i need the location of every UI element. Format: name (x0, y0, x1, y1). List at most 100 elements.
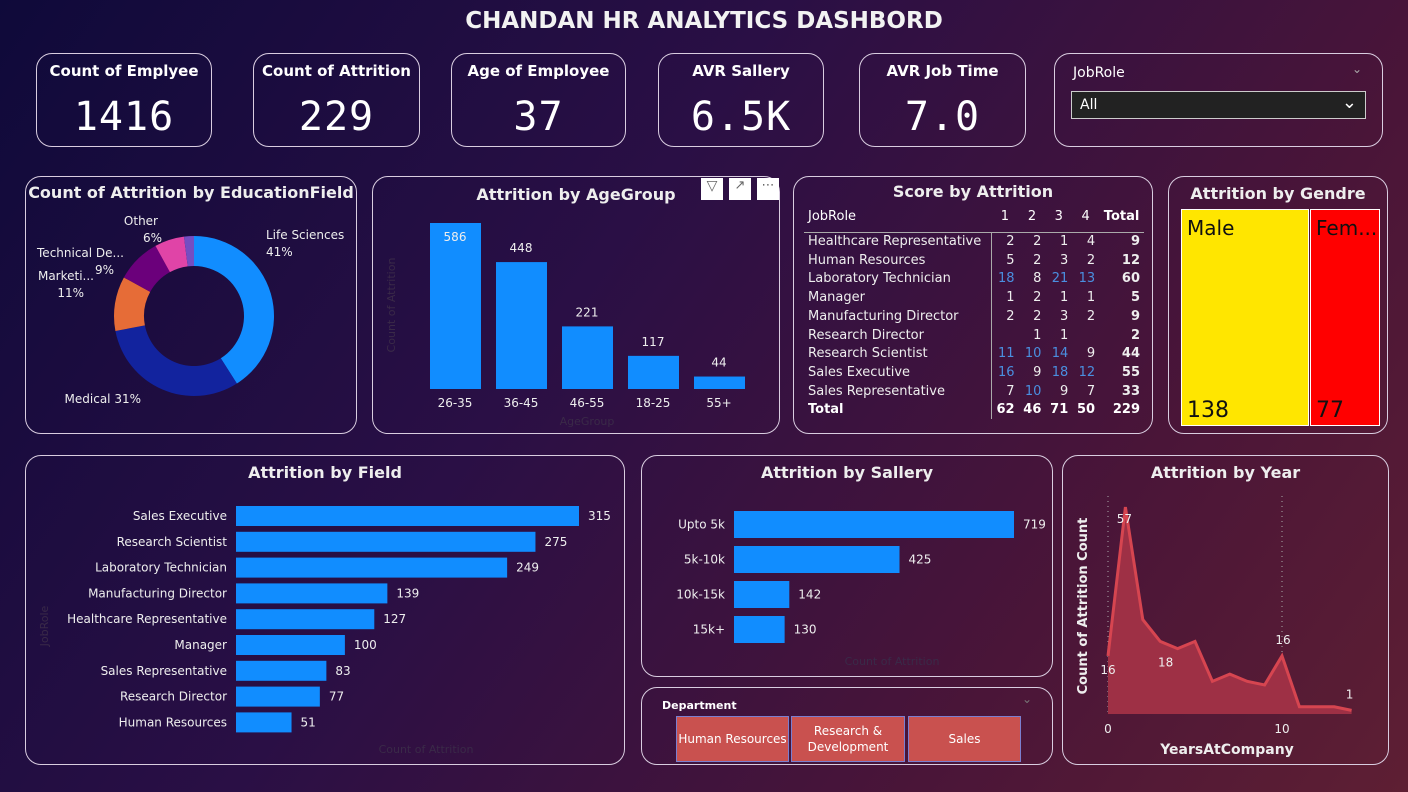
kpi-label: AVR Sallery (692, 62, 790, 80)
table-cell: 2 (1033, 308, 1042, 324)
table-cell: 21 (1051, 271, 1069, 287)
column-header: JobRole (804, 207, 992, 233)
donut-slice[interactable] (183, 236, 194, 267)
table-cell: 2 (1086, 308, 1096, 324)
donut-slice[interactable] (115, 325, 237, 396)
bar[interactable] (562, 326, 613, 389)
department-slicer-label: Department (662, 699, 737, 712)
more-options-icon[interactable]: ⋯ (757, 178, 779, 200)
table-row[interactable]: Sales Representative 7 10 9 7 33 (804, 382, 1144, 402)
table-cell: 1 (1059, 234, 1069, 249)
donut-slice[interactable] (123, 245, 170, 292)
total-cell: 46 (1023, 402, 1042, 418)
salary-bar-chart: Attrition by Sallery Upto 5k 719 5k-10k 425… (641, 455, 1053, 677)
department-option-sales[interactable]: Sales (908, 716, 1021, 762)
chart-title: Attrition by Gendre (1190, 184, 1366, 203)
y-tick-label: Research Director (120, 690, 227, 704)
treemap-tile-female[interactable]: Fem... 77 (1310, 209, 1380, 426)
gender-treemap: Attrition by Gendre Male 138 Fem... 77 (1168, 176, 1388, 434)
table-cell (1072, 327, 1099, 346)
bar[interactable] (236, 531, 536, 552)
bar[interactable] (236, 660, 327, 681)
data-label: 51 (301, 715, 316, 729)
bar[interactable] (236, 686, 320, 707)
agegroup-bar-chart: Attrition by AgeGroup ▽ ↗ ⋯ Count of Att… (372, 176, 780, 434)
kpi-label: AVR Job Time (886, 62, 999, 80)
kpi-value: 37 (513, 94, 564, 140)
table-cell: 2 (1033, 252, 1042, 268)
y-axis-title: JobRole (38, 605, 51, 647)
table-cell: 1 (1086, 290, 1096, 306)
y-tick-label: 5k-10k (684, 553, 725, 567)
row-label: Research Scientist (804, 345, 992, 364)
kpi-label: Age of Employee (467, 62, 610, 80)
x-tick-label: 46-55 (570, 396, 605, 410)
table-row[interactable]: Laboratory Technician 18 8 21 13 60 (804, 270, 1144, 290)
x-axis-title: Count of Attrition (845, 655, 940, 668)
table-cell (991, 327, 1018, 346)
table-row[interactable]: Human Resources 5 2 3 2 12 (804, 251, 1144, 271)
table-cell: 8 (1033, 271, 1042, 287)
bar[interactable] (236, 609, 375, 630)
table-cell: 14 (1051, 346, 1069, 362)
bar[interactable] (236, 506, 579, 526)
table-row[interactable]: Research Director 1 1 2 (804, 326, 1144, 346)
filter-icon[interactable]: ▽ (701, 178, 723, 200)
department-slicer: Department ⌄ Human Resources Research & … (641, 687, 1053, 765)
donut-slice[interactable] (113, 277, 151, 331)
row-label: Sales Representative (804, 382, 992, 402)
slice-pct: 6% (143, 231, 162, 245)
kpi-label: Count of Emplyee (49, 62, 199, 80)
slice-pct: 9% (95, 263, 114, 277)
department-option-research-development[interactable]: Research & Development (791, 716, 905, 762)
table-row[interactable]: Sales Executive 16 9 18 12 55 (804, 363, 1144, 383)
data-label: 425 (909, 553, 932, 567)
table-row[interactable]: Research Scientist 11 10 14 9 44 (804, 345, 1144, 364)
x-axis-title: Count of Attrition (379, 743, 474, 756)
table-cell: 13 (1078, 271, 1096, 287)
bar[interactable] (236, 557, 508, 578)
bar[interactable] (694, 376, 745, 389)
bar[interactable] (734, 581, 790, 608)
bar[interactable] (734, 511, 1014, 538)
bar[interactable] (734, 546, 900, 573)
data-label: 142 (798, 588, 821, 602)
table-row[interactable]: Healthcare Representative 2 2 1 4 9 (804, 232, 1144, 252)
table-cell: 9 (1086, 346, 1096, 362)
chevron-down-icon[interactable]: ⌄ (1021, 692, 1032, 706)
bar[interactable] (628, 355, 679, 389)
jobrole-dropdown[interactable]: All ⌄ (1071, 91, 1366, 119)
treemap-tile-male[interactable]: Male 138 (1181, 209, 1309, 426)
table-cell: 44 (1121, 346, 1140, 362)
total-cell: 71 (1050, 402, 1069, 418)
total-cell: Total (804, 401, 992, 420)
data-label: 18 (1158, 656, 1173, 670)
table-cell: 18 (1051, 364, 1069, 380)
department-option-human-resources[interactable]: Human Resources (676, 716, 789, 762)
chart-title: Count of Attrition by EducationField (28, 183, 354, 202)
donut-slice[interactable] (194, 236, 274, 384)
jobrole-slicer-label: JobRole (1073, 65, 1125, 81)
focus-mode-icon[interactable]: ↗ (729, 178, 751, 200)
chevron-down-icon[interactable]: ⌄ (1351, 62, 1362, 76)
bar[interactable] (496, 262, 547, 389)
chart-title: Attrition by Year (1150, 463, 1301, 482)
table-cell: 7 (1006, 383, 1015, 399)
donut-slice[interactable] (155, 236, 188, 273)
row-label: Human Resources (804, 251, 992, 271)
tile-value: 77 (1316, 398, 1344, 423)
area-line[interactable] (1106, 506, 1352, 712)
bar[interactable] (734, 616, 785, 643)
bar[interactable] (236, 712, 292, 733)
y-tick-label: Sales Executive (133, 509, 227, 523)
bar[interactable] (430, 223, 481, 389)
table-row[interactable]: Manager 1 2 1 1 5 (804, 289, 1144, 308)
kpi-label: Count of Attrition (262, 62, 411, 80)
table-row[interactable]: Manufacturing Director 2 2 3 2 9 (804, 307, 1144, 327)
bar[interactable] (236, 583, 388, 604)
slice-label: Other (124, 214, 158, 228)
y-tick-label: Healthcare Representative (67, 612, 227, 626)
x-axis-title: YearsAtCompany (1159, 742, 1294, 758)
table-cell: 33 (1121, 383, 1140, 399)
bar[interactable] (236, 635, 345, 655)
